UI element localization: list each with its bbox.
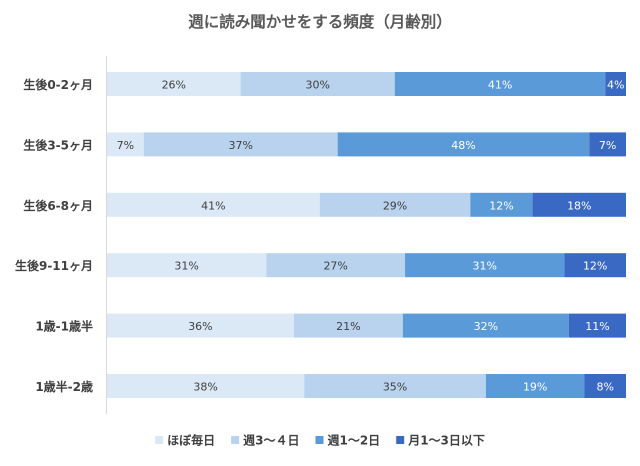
bar-segment bbox=[266, 253, 406, 278]
bar-segment bbox=[107, 374, 305, 398]
data-label: 48% bbox=[451, 139, 475, 152]
data-label: 7% bbox=[599, 139, 616, 152]
data-label: 27% bbox=[323, 260, 347, 273]
data-label: 35% bbox=[383, 381, 407, 394]
bar-segment bbox=[589, 132, 626, 157]
data-label: 4% bbox=[607, 79, 624, 92]
data-label: 31% bbox=[472, 260, 496, 273]
bar-segment bbox=[304, 374, 486, 398]
data-label: 38% bbox=[193, 381, 217, 394]
data-label: 11% bbox=[585, 320, 609, 333]
bar-segment bbox=[405, 253, 565, 278]
bars-layer: 26% 30% 41% 4% 7% 37% 48% 7% 41% 29% 12% 18% 31% 27% 3… bbox=[107, 72, 626, 398]
legend-label: 週1～2日 bbox=[327, 433, 380, 448]
data-label: 31% bbox=[174, 260, 198, 273]
data-label: 32% bbox=[474, 320, 498, 333]
legend-swatch bbox=[231, 436, 240, 444]
category-label: 1歳-1歳半 bbox=[35, 319, 93, 334]
data-label: 36% bbox=[188, 320, 212, 333]
legend-label: 週3～４日 bbox=[243, 433, 299, 448]
category-label: 生後9-11ヶ月 bbox=[15, 258, 93, 273]
bar-segment bbox=[605, 72, 626, 96]
bar-segment bbox=[107, 132, 144, 157]
data-label: 18% bbox=[567, 199, 591, 212]
bar-segment bbox=[568, 313, 626, 338]
data-label: 26% bbox=[162, 79, 186, 92]
data-label: 41% bbox=[488, 79, 512, 92]
legend[interactable]: ほぼ毎日 週3～４日 週1～2日 月1～3日以下 bbox=[155, 433, 485, 448]
bar-segment bbox=[532, 192, 626, 217]
bar-segment bbox=[107, 72, 241, 96]
bar-segment bbox=[293, 313, 403, 338]
data-label: 41% bbox=[201, 199, 225, 212]
bar-segment bbox=[143, 132, 338, 157]
bar-segment bbox=[485, 374, 585, 398]
bar-segment bbox=[337, 132, 590, 157]
data-label: 19% bbox=[523, 381, 547, 394]
bar-segment bbox=[564, 253, 626, 278]
legend-swatch bbox=[315, 436, 324, 444]
data-label: 8% bbox=[597, 381, 614, 394]
bar-segment bbox=[470, 192, 533, 217]
category-label: 生後6-8ヶ月 bbox=[23, 198, 93, 213]
chart-title: 週に読み聞かせをする頻度（月齢別） bbox=[188, 12, 452, 31]
category-label: 生後3-5ヶ月 bbox=[23, 137, 93, 152]
data-label: 21% bbox=[336, 320, 360, 333]
bar-segment bbox=[240, 72, 395, 96]
legend-label: 月1～3日以下 bbox=[407, 434, 485, 448]
category-label: 1歳半-2歳 bbox=[35, 379, 93, 394]
legend-swatch bbox=[155, 436, 164, 444]
bar-segment bbox=[394, 72, 606, 96]
data-label: 30% bbox=[305, 79, 329, 92]
category-label: 生後0-2ヶ月 bbox=[23, 77, 93, 92]
bar-segment bbox=[402, 313, 569, 338]
data-label: 37% bbox=[228, 139, 252, 152]
bar-segment bbox=[319, 192, 471, 217]
legend-label: ほぼ毎日 bbox=[167, 433, 215, 448]
bar-segment bbox=[107, 192, 320, 217]
bar-segment bbox=[584, 374, 626, 398]
data-label: 12% bbox=[489, 199, 513, 212]
data-label: 12% bbox=[583, 260, 607, 273]
bar-segment bbox=[107, 253, 267, 278]
bar-segment bbox=[107, 313, 294, 338]
legend-swatch bbox=[396, 436, 405, 444]
data-label: 7% bbox=[117, 139, 134, 152]
data-label: 29% bbox=[383, 199, 407, 212]
